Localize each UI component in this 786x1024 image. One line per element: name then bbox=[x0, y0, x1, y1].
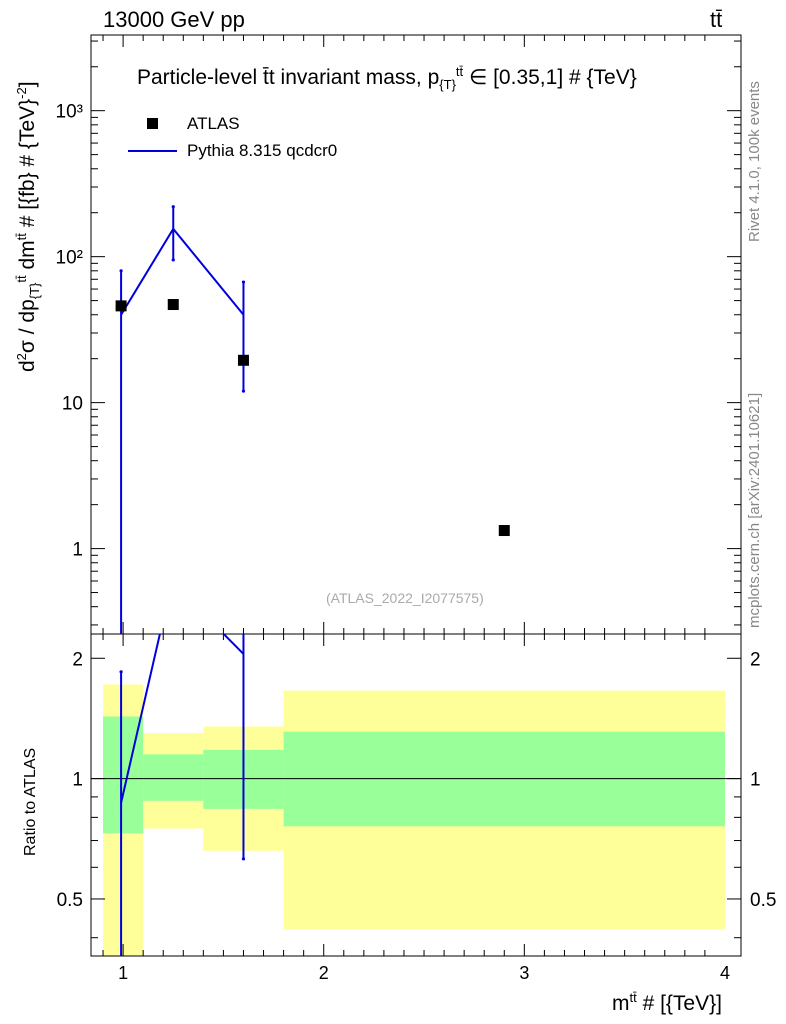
ratio-tick-label-left-2: 2 bbox=[72, 649, 83, 670]
ratio-inner-band-1 bbox=[143, 754, 204, 801]
x-tick-label-1: 1 bbox=[118, 963, 128, 983]
xlabel-sup: tt̄ bbox=[629, 990, 637, 1005]
ylabel-c-sup: tt̄ bbox=[14, 233, 29, 241]
ratio-mc-line bbox=[120, 634, 161, 804]
mc-error-cap-bottom bbox=[241, 389, 246, 393]
y-tick-label-1: 1 bbox=[72, 540, 83, 561]
ratio-mc-error-cap-bottom bbox=[241, 857, 246, 861]
analysis-id: (ATLAS_2022_I2077575) bbox=[326, 590, 484, 606]
x-tick-label-4: 4 bbox=[720, 963, 730, 983]
ratio-tick-label-left-1: 1 bbox=[72, 770, 83, 791]
legend-atlas-label: ATLAS bbox=[187, 114, 240, 133]
header-left: 13000 GeV pp bbox=[103, 7, 245, 32]
ratio-tick-label-left-0.5: 0.5 bbox=[57, 890, 83, 911]
y-tick-label-100: 10² bbox=[56, 248, 83, 269]
y-axis-label: d2σ / dp{T}tt̄ dmtt̄ # [{fb} # {TeV}-2] bbox=[14, 81, 42, 372]
ratio-mc-line-end bbox=[222, 634, 245, 655]
ylabel-a: d bbox=[16, 360, 39, 372]
title-sub: {T} bbox=[439, 77, 456, 93]
title-main: Particle-level t̄t invariant mass, p bbox=[137, 66, 440, 89]
x-axis-label: mtt̄ # [{TeV}] bbox=[612, 990, 722, 1016]
ratio-axis-label: Ratio to ATLAS bbox=[22, 747, 39, 856]
xlabel-rest: # [{TeV}] bbox=[636, 992, 722, 1015]
ratio-frame bbox=[90, 633, 742, 957]
title-rest: ∈ [0.35,1] # {TeV} bbox=[463, 66, 637, 89]
x-tick-label-2: 2 bbox=[319, 963, 329, 983]
ylabel-b: σ / dp bbox=[16, 299, 39, 354]
ratio-tick-label-right-2: 2 bbox=[750, 649, 761, 670]
ylabel-d: # [{fb} # {TeV} bbox=[16, 98, 39, 234]
y-tick-label-1000: 10³ bbox=[56, 102, 83, 123]
ratio-tick-label-right-1: 1 bbox=[750, 770, 761, 791]
atlas-data-point bbox=[498, 525, 510, 537]
xlabel-main: m bbox=[612, 992, 630, 1015]
atlas-data-point bbox=[167, 299, 179, 311]
ylabel-b-sup: tt̄ bbox=[14, 275, 29, 283]
mc-line bbox=[120, 227, 245, 316]
ratio-tick-label-right-0.5: 0.5 bbox=[750, 890, 776, 911]
ylabel-e: ] bbox=[16, 81, 39, 88]
legend-pythia-label: Pythia 8.315 qcdcr0 bbox=[187, 141, 338, 160]
title-sup: tt̄ bbox=[455, 64, 464, 79]
mcplots-label: mcplots.cern.ch [arXiv:2401.10621] bbox=[746, 392, 763, 628]
mc-error-cap-top bbox=[241, 280, 246, 284]
mc-error-cap-top bbox=[171, 205, 175, 209]
legend-atlas-marker bbox=[147, 118, 158, 129]
rivet-label: Rivet 4.1.0, 100k events bbox=[746, 81, 763, 242]
ylabel-d-sup: -2 bbox=[14, 87, 29, 99]
atlas-data-point bbox=[115, 300, 127, 312]
ylabel-c: dm bbox=[16, 240, 39, 276]
ylabel-a-sup: 2 bbox=[14, 353, 29, 361]
mc-error-cap-bottom bbox=[171, 258, 175, 262]
atlas-data-point bbox=[237, 354, 249, 366]
x-tick-label-3: 3 bbox=[519, 963, 529, 983]
mc-error-cap-top bbox=[119, 269, 123, 273]
header-right: tt̄ bbox=[710, 7, 723, 32]
plot-title: Particle-level t̄t invariant mass, p{T}t… bbox=[137, 64, 637, 92]
ratio-mc-error-cap-top bbox=[119, 670, 123, 674]
ylabel-b-sub: {T} bbox=[27, 282, 43, 300]
y-tick-label-10: 10 bbox=[62, 394, 83, 415]
